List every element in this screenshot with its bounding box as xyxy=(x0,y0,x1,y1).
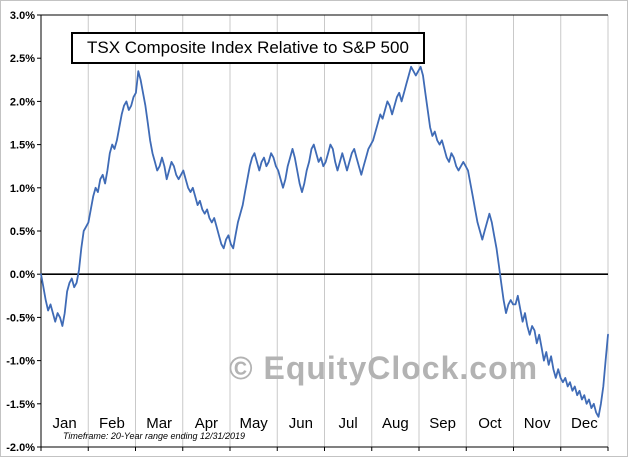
x-month-label: Jun xyxy=(289,415,313,432)
series-line-tsx-relative-sp500 xyxy=(40,65,609,418)
chart-title: TSX Composite Index Relative to S&P 500 xyxy=(71,32,425,64)
x-month-label: Jan xyxy=(53,415,77,432)
x-month-label: Oct xyxy=(478,415,502,432)
y-tick-label: 1.5% xyxy=(10,140,35,152)
y-tick-label: 1.0% xyxy=(10,183,35,195)
x-month-label: Mar xyxy=(146,415,172,432)
y-tick-label: 0.5% xyxy=(10,226,35,238)
y-tick-label: -0.5% xyxy=(6,312,35,324)
y-tick-label: 3.0% xyxy=(10,10,35,22)
y-tick-label: -1.5% xyxy=(6,399,35,411)
y-tick-label: 2.5% xyxy=(10,53,35,65)
x-month-label: Feb xyxy=(99,415,125,432)
x-month-label: Jul xyxy=(339,415,358,432)
y-tick-label: -1.0% xyxy=(6,356,35,368)
y-tick-label: 2.0% xyxy=(10,96,35,108)
timeframe-footnote: Timeframe: 20-Year range ending 12/31/20… xyxy=(63,431,246,441)
x-month-label: Aug xyxy=(382,415,409,432)
y-tick-label: -2.0% xyxy=(6,442,35,454)
x-month-label: Nov xyxy=(524,415,551,432)
x-month-label: Dec xyxy=(571,415,598,432)
y-tick-label: 0.0% xyxy=(10,269,35,281)
equityclock-watermark: © EquityClock.com xyxy=(229,350,539,386)
x-month-label: Apr xyxy=(195,415,218,432)
x-month-label: May xyxy=(239,415,268,432)
x-month-label: Sep xyxy=(429,415,456,432)
